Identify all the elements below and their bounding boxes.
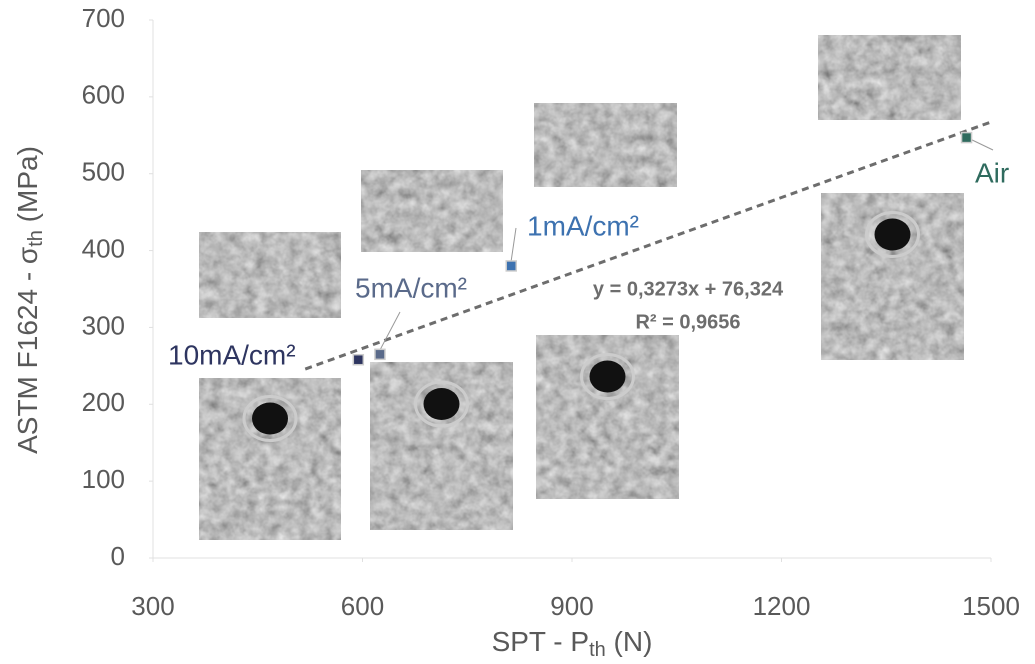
micrograph xyxy=(818,35,961,120)
y-tick-label: 200 xyxy=(82,387,125,417)
y-tick-label: 500 xyxy=(82,157,125,187)
x-tick-label: 300 xyxy=(131,591,174,621)
micrograph xyxy=(199,232,341,318)
point-label: 1mA/cm² xyxy=(527,210,639,241)
point xyxy=(506,261,516,271)
x-tick-label: 900 xyxy=(550,591,593,621)
point xyxy=(353,355,363,365)
micrograph-hole xyxy=(590,361,626,393)
point-label: 5mA/cm² xyxy=(355,272,467,303)
point-label: Air xyxy=(975,157,1009,188)
y-tick-label: 600 xyxy=(82,80,125,110)
micrograph xyxy=(821,276,964,360)
x-tick-label: 600 xyxy=(341,591,384,621)
x-tick-label: 1200 xyxy=(753,591,811,621)
trend-r2: R² = 0,9656 xyxy=(635,311,740,333)
chart: y = 0,3273x + 76,324 R² = 0,9656 SPT - P… xyxy=(0,0,1035,664)
leader-line xyxy=(380,312,400,350)
y-tick-label: 400 xyxy=(82,233,125,263)
micrograph-hole xyxy=(252,403,288,435)
micrograph xyxy=(361,170,503,252)
trend-equation: y = 0,3273x + 76,324 xyxy=(593,278,784,300)
micrograph xyxy=(534,103,677,187)
y-tick-label: 100 xyxy=(82,464,125,494)
micrograph-hole xyxy=(424,388,460,420)
micrograph-hole xyxy=(875,219,911,251)
micrographs xyxy=(199,35,964,540)
x-axis-title: SPT - Pth (N) xyxy=(492,626,653,661)
micrograph xyxy=(536,418,679,499)
point xyxy=(962,133,972,143)
point xyxy=(375,349,385,359)
y-tick-label: 0 xyxy=(111,541,125,571)
x-tick-label: 1500 xyxy=(962,591,1020,621)
y-axis-title: ASTM F1624 - σth (MPa) xyxy=(12,146,47,454)
leader-line xyxy=(511,228,516,262)
y-tick-label: 700 xyxy=(82,3,125,33)
micrograph xyxy=(199,459,341,540)
micrograph xyxy=(370,446,513,530)
point-label: 10mA/cm² xyxy=(168,339,296,370)
y-tick-label: 300 xyxy=(82,310,125,340)
